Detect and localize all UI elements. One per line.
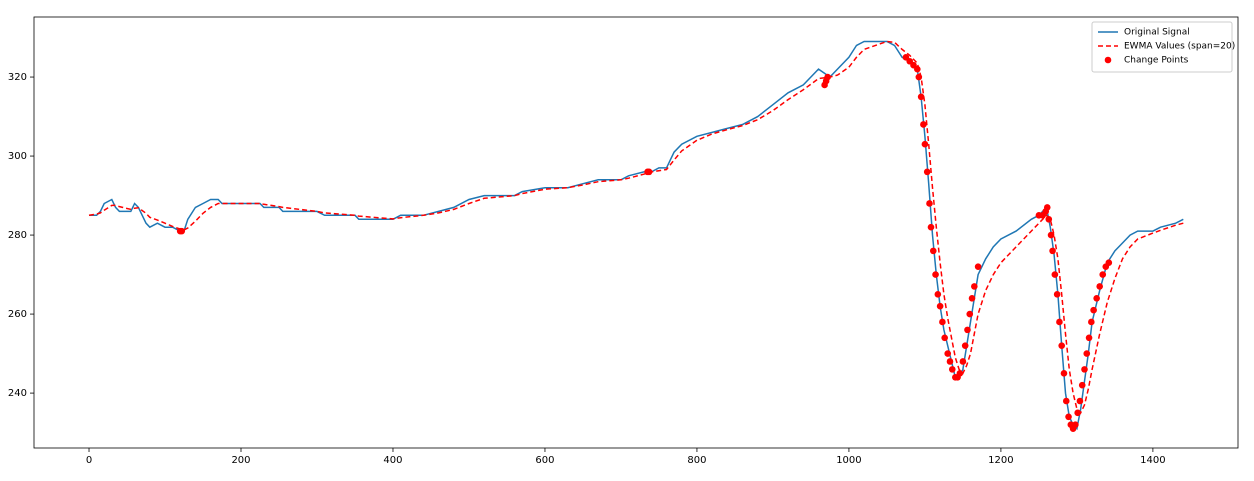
x-tick-label: 800: [687, 455, 706, 466]
y-tick-label: 300: [8, 151, 27, 162]
change-point: [824, 73, 831, 81]
change-point: [1045, 215, 1053, 223]
change-point: [944, 350, 952, 357]
change-point: [645, 168, 653, 176]
change-point: [926, 200, 933, 207]
change-point: [956, 370, 964, 377]
y-tick-label: 320: [8, 72, 27, 83]
change-point: [1093, 294, 1100, 302]
change-point: [941, 334, 948, 342]
change-point: [1083, 350, 1091, 357]
change-point: [923, 168, 931, 176]
change-point: [1099, 271, 1107, 278]
legend-label: EWMA Values (span=20): [1124, 42, 1235, 52]
series-line: [89, 40, 1184, 431]
change-point: [929, 247, 937, 255]
change-point: [1049, 247, 1056, 255]
change-point: [1081, 366, 1088, 373]
change-point: [914, 65, 921, 73]
change-point: [966, 310, 974, 318]
change-point: [1085, 334, 1093, 342]
change-point: [946, 358, 954, 365]
x-tick-label: 600: [535, 455, 554, 466]
y-tick-label: 240: [8, 388, 27, 399]
change-point: [1051, 271, 1059, 278]
plot-frame: [33, 16, 1239, 449]
x-tick-label: 0: [86, 455, 92, 466]
change-point: [1062, 397, 1070, 405]
x-tick-label: 1000: [836, 455, 861, 466]
plot-area: [88, 40, 1184, 432]
change-point: [1096, 283, 1103, 290]
y-tick-label: 280: [8, 230, 27, 241]
change-point: [1053, 291, 1061, 298]
change-point: [1074, 409, 1081, 417]
x-tick-label: 200: [231, 455, 250, 466]
change-point: [1076, 397, 1084, 405]
change-point: [1047, 231, 1055, 239]
change-point: [968, 294, 976, 302]
change-point: [948, 366, 956, 373]
change-point: [920, 121, 927, 128]
x-tick-label: 400: [383, 455, 402, 466]
change-point: [921, 140, 929, 148]
change-point: [1065, 413, 1072, 421]
change-point: [1105, 259, 1113, 267]
change-point: [961, 342, 969, 349]
change-point: [936, 302, 944, 310]
x-tick-label: 1200: [988, 455, 1013, 466]
change-point: [934, 291, 942, 298]
change-point: [964, 326, 971, 334]
change-point: [1088, 318, 1095, 326]
change-point: [1058, 342, 1066, 349]
change-point: [971, 283, 978, 290]
change-point: [178, 227, 186, 235]
x-tick-label: 1400: [1140, 455, 1165, 466]
change-point: [1090, 306, 1097, 314]
change-point: [1078, 381, 1086, 389]
change-point: [932, 271, 939, 278]
y-tick-label: 260: [8, 309, 27, 320]
change-point: [939, 318, 946, 326]
legend-label: Change Points: [1124, 56, 1189, 66]
change-point: [1056, 318, 1063, 326]
change-point: [1060, 370, 1068, 377]
change-point: [1043, 204, 1051, 211]
legend-label: Original Signal: [1124, 28, 1190, 38]
change-point: [974, 263, 982, 270]
series-line: [88, 40, 1184, 415]
change-point: [915, 73, 923, 81]
change-point: [959, 358, 967, 365]
legend-marker: [1104, 56, 1112, 64]
change-point: [917, 93, 925, 101]
legend-box: [1091, 21, 1233, 73]
change-point: [1072, 421, 1079, 428]
change-point: [927, 223, 935, 231]
